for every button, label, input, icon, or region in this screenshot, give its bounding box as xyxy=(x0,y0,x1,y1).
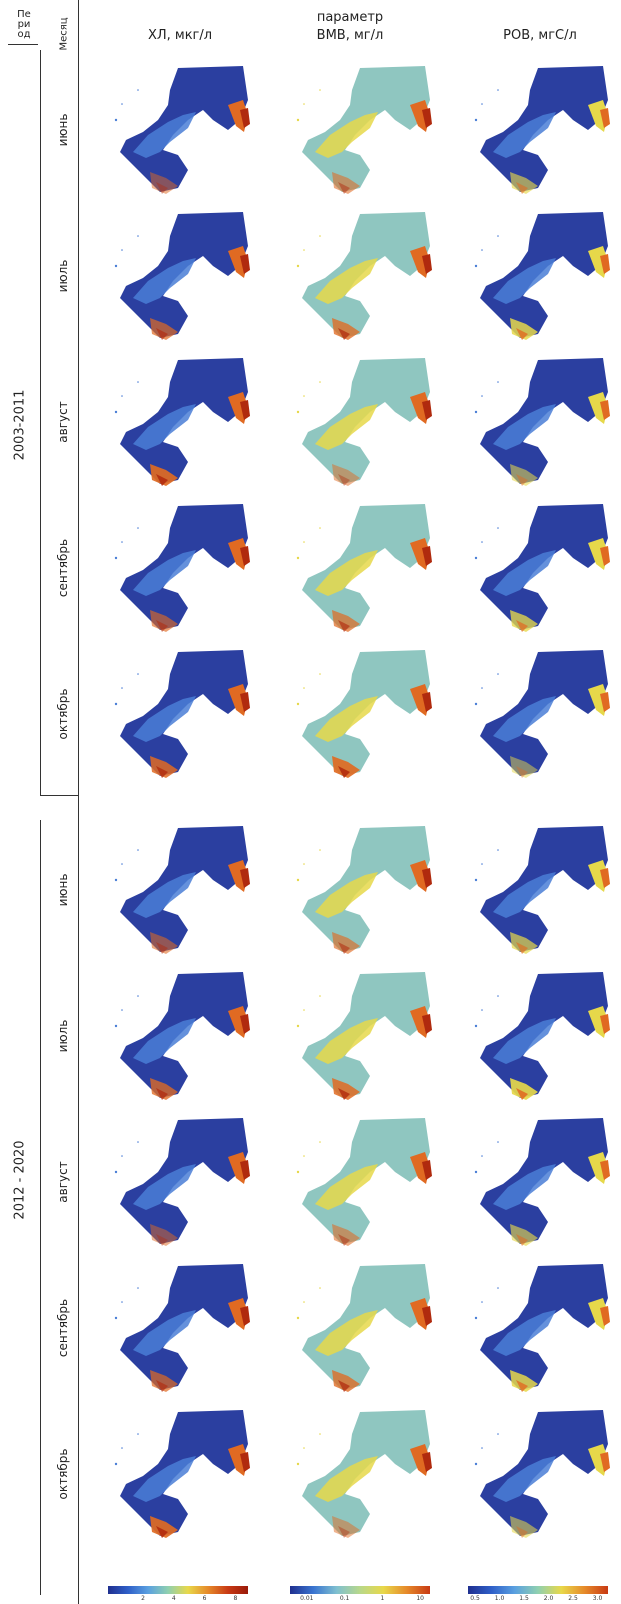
colorbar xyxy=(290,1586,430,1594)
month-header: Месяц xyxy=(58,17,70,51)
map-panel xyxy=(290,966,440,1106)
colorbar xyxy=(108,1586,248,1594)
period-divider xyxy=(40,795,78,796)
colorbar-tick-label: 0.5 xyxy=(470,1595,480,1602)
period-header-underline xyxy=(8,44,38,45)
map-panel xyxy=(290,820,440,960)
map-panel xyxy=(108,60,258,200)
colorbar-tick-label: 3.0 xyxy=(592,1595,603,1602)
colorbar-tick-label: 1.0 xyxy=(494,1595,505,1602)
map-panel xyxy=(108,966,258,1106)
period-1-label: 2003-2011 xyxy=(12,389,28,461)
map-panel xyxy=(290,1112,440,1252)
map-panel xyxy=(468,820,618,960)
map-panel xyxy=(468,206,618,346)
period-header: Пе ри од xyxy=(17,9,31,40)
period-1-bracket xyxy=(40,50,41,795)
month-label: сентябрь xyxy=(56,1298,70,1358)
map-panel xyxy=(468,966,618,1106)
map-panel xyxy=(290,60,440,200)
map-panel xyxy=(468,60,618,200)
column-header-chl: ХЛ, мкг/л xyxy=(147,28,213,43)
month-label: октябрь xyxy=(56,688,70,740)
column-header-ssm: ВМВ, мг/л xyxy=(316,28,384,43)
colorbar-tick-label: 0.01 xyxy=(300,1595,314,1602)
colorbar-tick-label: 0.1 xyxy=(339,1595,350,1602)
map-panel xyxy=(290,352,440,492)
month-column-divider xyxy=(78,0,79,1604)
colorbar-tick-label: 1.5 xyxy=(519,1595,529,1602)
colorbar-tick-label: 1 xyxy=(380,1595,385,1602)
colorbar-tick-label: 2 xyxy=(141,1595,145,1602)
colorbar-tick-label: 4 xyxy=(171,1595,176,1602)
month-label: июнь xyxy=(56,873,70,907)
map-panel xyxy=(468,1112,618,1252)
colorbar-tick-label: 10 xyxy=(416,1595,425,1602)
colorbar-tick-label: 2.5 xyxy=(568,1595,578,1602)
month-label: июль xyxy=(56,259,70,293)
colorbar-tick-label: 6 xyxy=(202,1595,207,1602)
map-panel xyxy=(468,498,618,638)
map-panel xyxy=(468,352,618,492)
colorbar xyxy=(468,1586,608,1594)
map-panel xyxy=(290,498,440,638)
month-label: июль xyxy=(56,1019,70,1053)
map-panel xyxy=(290,644,440,784)
map-panel xyxy=(108,206,258,346)
month-label: август xyxy=(56,401,70,443)
month-label: август xyxy=(56,1161,70,1203)
map-panel xyxy=(108,1404,258,1544)
period-2-label: 2012 - 2020 xyxy=(12,1140,28,1220)
map-panel xyxy=(290,1258,440,1398)
column-header-doc: РОВ, мгС/л xyxy=(503,28,577,43)
map-panel xyxy=(290,206,440,346)
map-panel xyxy=(290,1404,440,1544)
month-label: октябрь xyxy=(56,1448,70,1500)
period-2-bracket xyxy=(40,820,41,1595)
colorbar-tick-label: 8 xyxy=(233,1595,238,1602)
map-panel xyxy=(108,498,258,638)
map-panel xyxy=(108,1112,258,1252)
colorbar-tick-label: 2.0 xyxy=(543,1595,554,1602)
map-panel xyxy=(108,1258,258,1398)
map-panel xyxy=(108,644,258,784)
map-panel xyxy=(108,820,258,960)
map-panel xyxy=(468,1404,618,1544)
map-panel xyxy=(468,644,618,784)
month-label: сентябрь xyxy=(56,538,70,598)
month-label: июнь xyxy=(56,113,70,147)
map-panel xyxy=(108,352,258,492)
map-panel xyxy=(468,1258,618,1398)
parameter-title: параметр xyxy=(316,10,384,25)
